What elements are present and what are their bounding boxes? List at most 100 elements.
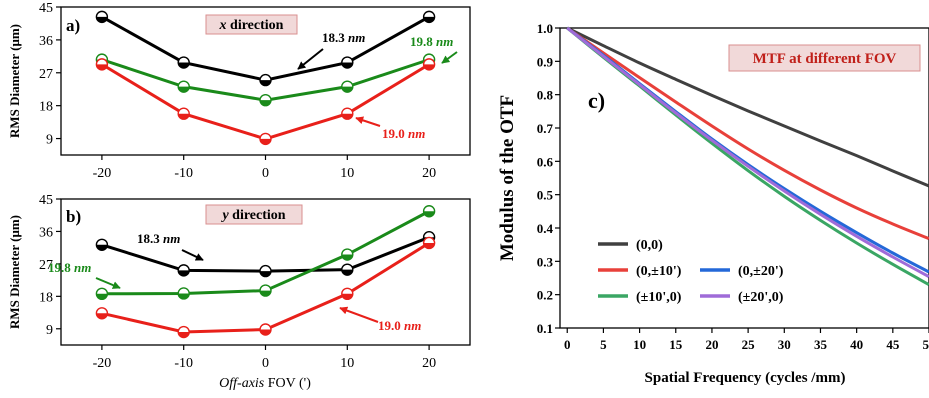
- x-tick-label: 25: [742, 337, 756, 352]
- y-tick-label: 0.9: [537, 54, 554, 69]
- legend-label: (0,±20'): [738, 264, 784, 279]
- data-point: [341, 80, 354, 93]
- data-point: [341, 287, 354, 301]
- panel-b-arrow-red: [339, 306, 379, 323]
- x-tick-label: 20: [422, 166, 436, 181]
- mtf-series-0: [566, 26, 929, 188]
- x-tick-label: 15: [669, 337, 683, 352]
- panel-b-y-axis-label: RMS Diameter (μm): [7, 215, 22, 329]
- y-tick-label: 0.2: [537, 288, 553, 303]
- data-point: [259, 284, 272, 297]
- data-point: [177, 325, 190, 339]
- data-point: [259, 323, 272, 336]
- legend-item: (0,±20'): [700, 264, 784, 279]
- y-tick-label: 45: [39, 1, 53, 16]
- panel-b-title-box: y direction: [205, 204, 303, 225]
- legend-item: (±20',0): [700, 290, 784, 305]
- data-point: [422, 58, 436, 71]
- y-tick-label: 0.1: [537, 321, 553, 336]
- y-tick-label: 0.8: [537, 88, 554, 103]
- y-tick-label: 0.3: [537, 254, 554, 269]
- legend-item: (0,±10'): [598, 264, 682, 279]
- panel-c-title-box: MTF at different FOV: [728, 44, 921, 72]
- data-point: [177, 287, 190, 300]
- x-tick-label: -20: [93, 166, 112, 181]
- panel-a-y-ticks: 9 18 27 36 45: [39, 1, 61, 148]
- data-point: [422, 10, 436, 24]
- x-tick-label: 0: [262, 356, 269, 371]
- panel-c-legend: (0,0) (0,±10') (0,±20') (±10',0) (±20',0): [598, 238, 784, 305]
- panel-c-frame: [559, 27, 929, 329]
- x-tick-label: 10: [340, 356, 354, 371]
- y-tick-label: 0.7: [537, 121, 554, 136]
- panel-c-title: MTF at different FOV: [753, 51, 897, 67]
- legend-item: (0,0): [598, 238, 663, 253]
- y-tick-label: 27: [39, 67, 53, 82]
- x-tick-label: 0: [262, 166, 269, 181]
- svg-text:18.3 nm: 18.3 nm: [137, 231, 180, 246]
- panel-b-label: b): [66, 207, 81, 226]
- x-tick-label: 45: [886, 337, 900, 352]
- x-tick-label: 50: [923, 337, 929, 352]
- panel-b: b) y direction 9 18 27 36 45 -20 -10 0 10 20 RMS…: [7, 193, 471, 391]
- x-tick-label: 20: [422, 356, 436, 371]
- data-point: [177, 56, 190, 69]
- y-tick-label: 36: [39, 225, 53, 240]
- panel-a-arrow-red: [355, 116, 381, 127]
- y-tick-label: 36: [39, 34, 53, 49]
- panel-b-series: [95, 205, 436, 339]
- data-point: [95, 58, 109, 71]
- legend-label: (0,±10'): [636, 264, 682, 279]
- panel-c-y-axis-label: Modulus of the OTF: [497, 95, 518, 261]
- panel-a-label: a): [66, 16, 80, 35]
- y-tick-label: 0.6: [537, 154, 554, 169]
- data-point: [95, 238, 109, 251]
- data-point: [177, 80, 190, 93]
- x-tick-label: -10: [174, 356, 193, 371]
- panel-c-y-ticks: 0.1 0.2 0.3 0.4 0.5 0.6 0.7 0.8 0.9 1.0: [537, 21, 560, 336]
- data-point: [177, 264, 190, 277]
- data-point: [259, 264, 272, 278]
- data-point: [95, 287, 109, 301]
- x-tick-label: -20: [93, 356, 112, 371]
- panel-c-series: [566, 26, 929, 286]
- panel-c-x-axis-label: Spatial Frequency (cycles /mm): [645, 370, 846, 386]
- mtf-series-1: [566, 26, 929, 241]
- svg-text:19.8 nm: 19.8 nm: [48, 260, 91, 275]
- x-tick-label: 10: [340, 166, 354, 181]
- data-point: [177, 107, 190, 120]
- panel-b-annotation-black: 18.3 nm: [137, 231, 204, 261]
- y-tick-label: 45: [39, 193, 53, 208]
- svg-text:18.3 nm: 18.3 nm: [322, 30, 365, 45]
- y-tick-label: 9: [46, 133, 53, 148]
- x-tick-label: 40: [850, 337, 863, 352]
- data-point: [341, 56, 354, 69]
- y-tick-label: 18: [39, 290, 53, 305]
- data-point: [259, 132, 272, 146]
- y-tick-label: 0.4: [537, 221, 554, 236]
- panel-a-annotation-green: 19.8 nm: [410, 34, 458, 64]
- panel-a-title-box: x direction: [205, 14, 298, 35]
- panel-c-label: c): [588, 88, 605, 113]
- legend-label: (±20',0): [738, 290, 784, 305]
- panel-b-x-axis-label: Off-axis FOV ('): [219, 376, 311, 391]
- x-tick-label: 30: [778, 337, 791, 352]
- panel-a-x-ticks: -20 -10 0 10 20: [93, 155, 436, 181]
- y-tick-label: 9: [46, 323, 53, 338]
- panel-a-title: x direction: [219, 18, 284, 33]
- y-tick-label: 1.0: [537, 21, 553, 36]
- data-point: [341, 263, 354, 276]
- legend-item: (±10',0): [598, 290, 682, 305]
- data-point: [341, 107, 354, 120]
- y-tick-label: 0.5: [537, 188, 554, 203]
- panel-b-annotation-red: 19.0 nm: [339, 306, 421, 333]
- data-point: [422, 236, 436, 250]
- x-tick-label: 35: [814, 337, 828, 352]
- data-point: [95, 10, 109, 24]
- svg-text:19.0 nm: 19.0 nm: [378, 318, 421, 333]
- legend-label: (0,0): [636, 238, 663, 253]
- svg-text:19.0 nm: 19.0 nm: [382, 126, 425, 141]
- panel-a-annotation-red: 19.0 nm: [355, 116, 425, 141]
- x-tick-label: 10: [633, 337, 646, 352]
